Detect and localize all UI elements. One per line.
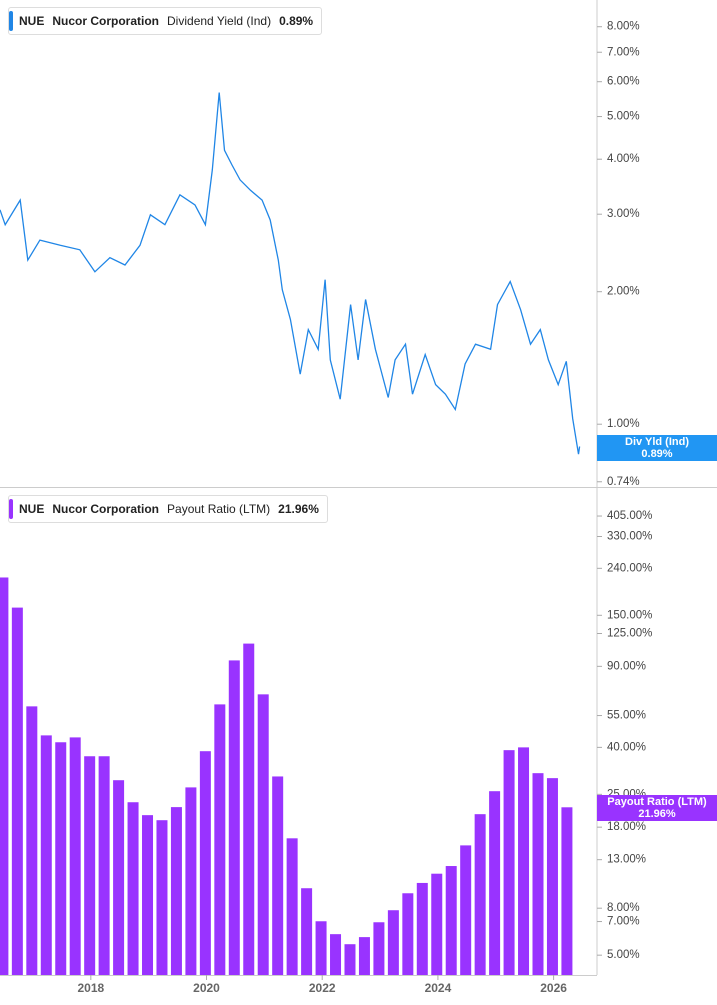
- y-tick-label: 2.00%: [607, 286, 640, 298]
- bar: [546, 778, 558, 975]
- y-tick-label: 5.00%: [607, 111, 640, 123]
- x-tick-label: 2024: [425, 981, 452, 995]
- bar: [460, 845, 472, 975]
- bar: [286, 838, 298, 975]
- y-tick-label: 8.00%: [607, 21, 640, 33]
- data-line: [0, 92, 581, 455]
- bar: [272, 776, 284, 975]
- bar: [489, 791, 501, 975]
- bar: [199, 751, 211, 975]
- y-tick-label: 4.00%: [607, 153, 640, 165]
- bar: [257, 694, 269, 975]
- bar: [532, 773, 544, 975]
- y-tick-label: 8.00%: [607, 902, 640, 914]
- bar: [98, 756, 110, 975]
- y-tick-label: 150.00%: [607, 609, 652, 621]
- bar: [156, 820, 168, 975]
- bar: [0, 577, 9, 975]
- bar: [228, 660, 240, 975]
- bar: [315, 921, 327, 975]
- bar: [344, 944, 356, 975]
- bar: [416, 882, 428, 975]
- y-tick-label: 6.00%: [607, 76, 640, 88]
- marker-label: Payout Ratio (LTM): [607, 796, 707, 808]
- bar: [330, 934, 342, 975]
- bar: [301, 888, 313, 975]
- metric: Payout Ratio (LTM): [167, 502, 271, 516]
- metric: Dividend Yield (Ind): [167, 14, 272, 28]
- bar: [185, 787, 197, 975]
- bar: [26, 706, 38, 975]
- bar: [127, 802, 139, 975]
- current-value: 21.96%: [278, 502, 319, 516]
- y-tick-label: 405.00%: [607, 510, 652, 522]
- bar: [243, 643, 255, 975]
- ticker: NUE: [19, 14, 45, 28]
- y-tick-label: 18.00%: [607, 821, 646, 833]
- x-tick-label: 2020: [193, 981, 220, 995]
- bar: [358, 937, 370, 975]
- bar: [170, 807, 182, 975]
- x-tick-label: 2026: [540, 981, 567, 995]
- bar: [445, 866, 457, 975]
- x-tick-label: 2022: [309, 981, 336, 995]
- y-tick-label: 7.00%: [607, 46, 640, 58]
- bar: [431, 873, 443, 975]
- y-tick-label: 90.00%: [607, 660, 646, 672]
- bar: [561, 807, 573, 975]
- bar: [518, 747, 530, 975]
- y-tick-label: 125.00%: [607, 628, 652, 640]
- bar: [402, 893, 414, 975]
- marker-value: 0.89%: [641, 448, 673, 460]
- y-tick-label: 3.00%: [607, 208, 640, 220]
- company: Nucor Corporation: [52, 502, 160, 516]
- bar: [11, 607, 23, 975]
- bar: [503, 750, 515, 975]
- legend-swatch: [9, 499, 13, 519]
- ticker: NUE: [19, 502, 45, 516]
- bar: [69, 737, 81, 975]
- current-value: 0.89%: [279, 14, 314, 28]
- y-tick-label: 1.00%: [607, 418, 640, 430]
- bar: [142, 815, 154, 975]
- y-tick-label: 330.00%: [607, 531, 652, 543]
- bar: [40, 735, 52, 975]
- bar: [373, 922, 385, 975]
- y-tick-label: 7.00%: [607, 916, 640, 928]
- legend-swatch: [9, 11, 13, 31]
- y-tick-label: 5.00%: [607, 949, 640, 961]
- value-marker: Div Yld (Ind) 0.89%: [597, 435, 717, 461]
- y-tick-label: 0.74%: [607, 476, 640, 488]
- x-tick-label: 2018: [77, 981, 104, 995]
- marker-value: 21.96%: [638, 808, 676, 820]
- bar: [113, 780, 125, 975]
- bar: [474, 814, 486, 975]
- legend-header: NUE Nucor Corporation Payout Ratio (LTM)…: [8, 495, 328, 523]
- y-tick-label: 40.00%: [607, 741, 646, 753]
- legend-header: NUE Nucor Corporation Dividend Yield (In…: [8, 7, 323, 35]
- marker-label: Div Yld (Ind): [625, 436, 689, 448]
- y-tick-label: 13.00%: [607, 854, 646, 866]
- bar: [214, 704, 226, 975]
- value-marker: Payout Ratio (LTM) 21.96%: [597, 795, 717, 821]
- company: Nucor Corporation: [52, 14, 160, 28]
- bar: [84, 756, 96, 975]
- bar: [55, 742, 67, 975]
- bar: [387, 910, 399, 975]
- y-tick-label: 240.00%: [607, 562, 652, 574]
- y-tick-label: 55.00%: [607, 710, 646, 722]
